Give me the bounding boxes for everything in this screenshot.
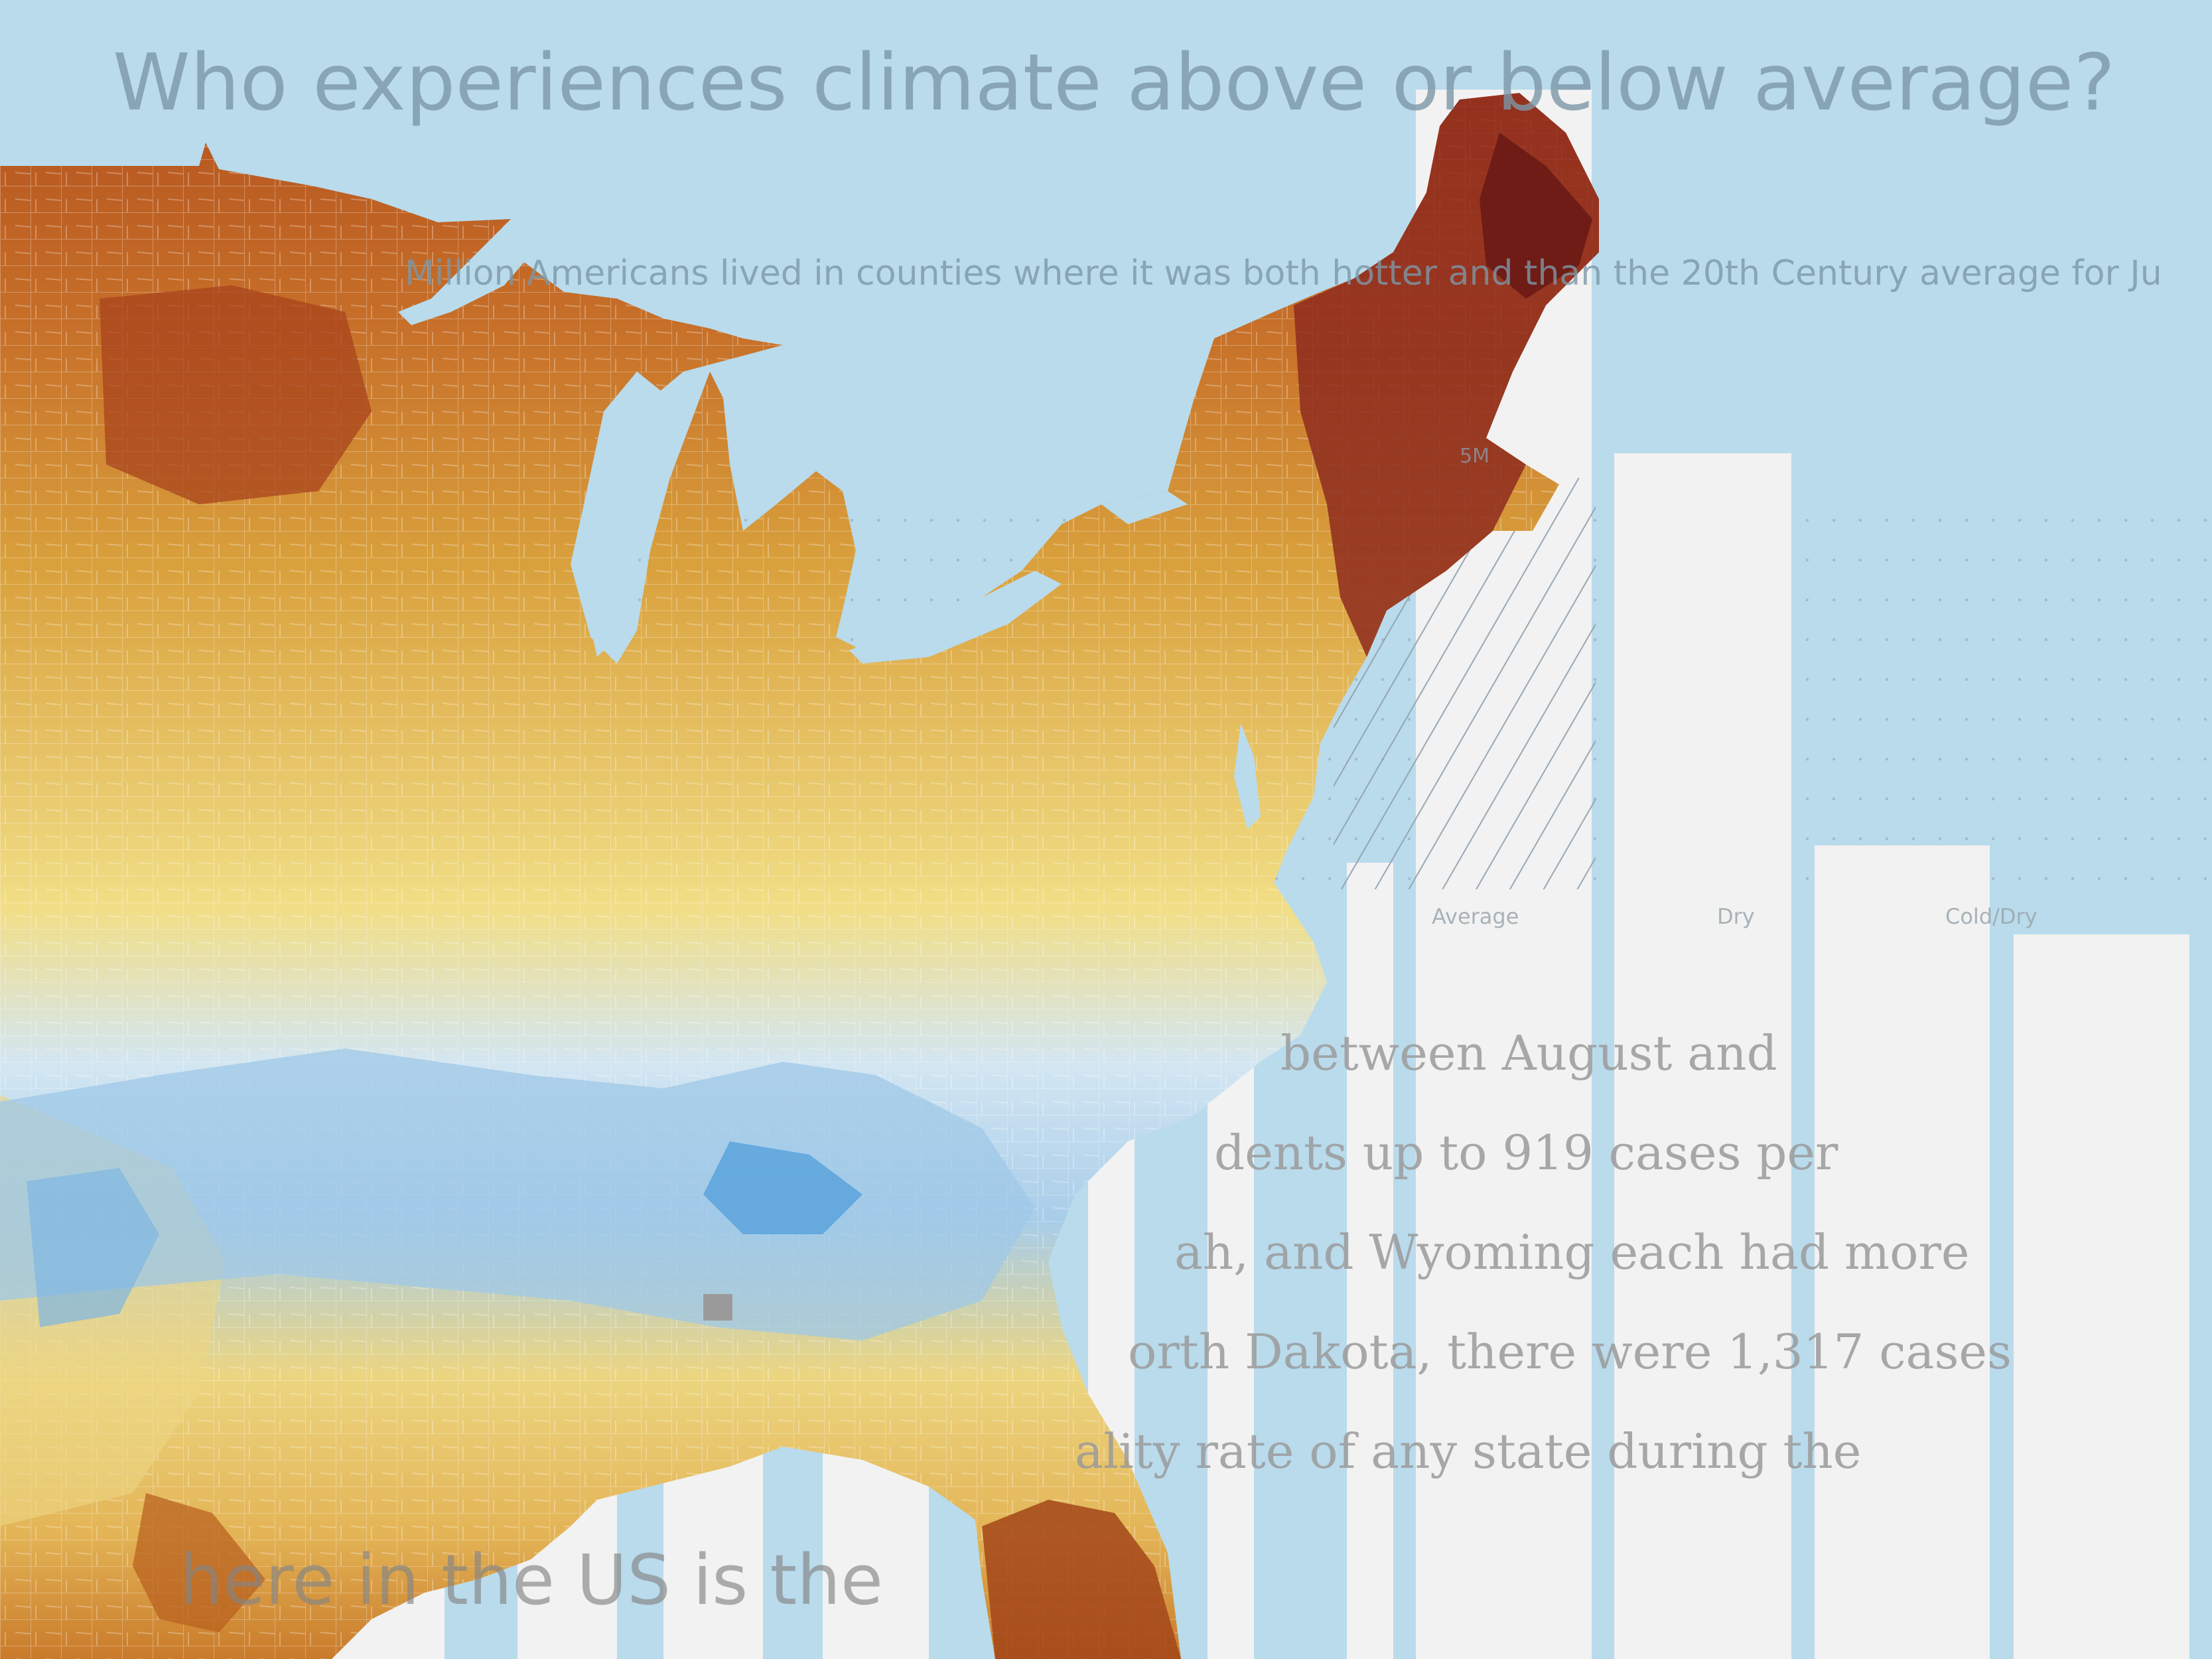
category-label-average: Average — [1432, 904, 1519, 929]
category-label-cold-dry: Cold/Dry — [1945, 904, 2038, 929]
chart-subtitle: Million Americans lived in counties wher… — [405, 253, 2162, 293]
bar-column — [1815, 845, 1990, 1659]
paragraph-line: between August and — [1280, 1025, 1777, 1081]
chart-scale-label: 5M — [1460, 445, 1489, 468]
map-region-cool-west — [27, 1168, 159, 1327]
map-region-cool-core — [703, 1141, 863, 1234]
bottom-heading: here in the US is the — [179, 1540, 884, 1621]
map-great-lakes — [398, 262, 1261, 830]
us-county-map — [0, 93, 1599, 1659]
map-region-maine — [1480, 133, 1592, 299]
paragraph-line: ah, and Wyoming each had more — [1174, 1224, 1970, 1280]
map-region-minnesota — [100, 285, 372, 504]
bar-column — [2014, 934, 2189, 1659]
map-region-gulf-coast — [133, 1493, 265, 1632]
category-label-dry: Dry — [1717, 904, 1755, 929]
paragraph-line: ality rate of any state during the — [1075, 1423, 1862, 1479]
paragraph-line: dents up to 919 cases per — [1214, 1125, 1838, 1181]
paragraph-line: orth Dakota, there were 1,317 cases — [1128, 1324, 2012, 1380]
bar-column — [1614, 453, 1791, 1659]
map-no-data-county — [703, 1294, 732, 1321]
headline: Who experiences climate above or below a… — [113, 36, 2115, 128]
map-region-florida — [982, 1500, 1181, 1659]
bar-column — [1347, 863, 1393, 1659]
map-region-cool-band — [0, 1048, 1035, 1340]
